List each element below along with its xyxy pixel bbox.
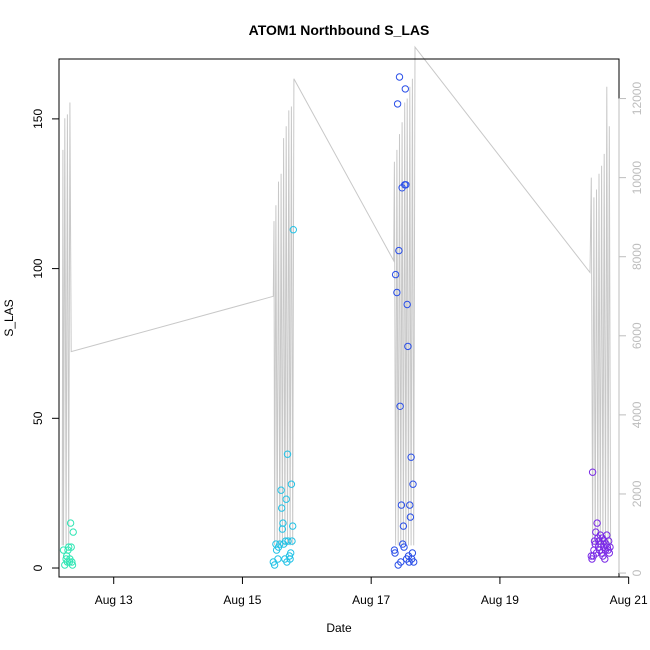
data-point (593, 519, 601, 527)
y2-tick-label: 4000 (630, 401, 644, 428)
data-point (391, 270, 400, 279)
data-point (393, 288, 401, 297)
y-tick-label: 150 (31, 109, 45, 129)
data-point (410, 558, 418, 566)
data-point (601, 555, 609, 563)
data-point (287, 549, 295, 557)
y2-tick-label: 0 (630, 569, 644, 576)
data-point (395, 73, 404, 81)
data-point (396, 402, 404, 410)
x-axis: Aug 13 Aug 15 Aug 17 Aug 19 Aug 21 (95, 576, 648, 607)
data-point (391, 549, 399, 557)
data-point (282, 495, 290, 503)
data-point (406, 513, 415, 521)
data-point (393, 100, 402, 108)
x-axis-title: Date (326, 621, 352, 635)
x-tick-label: Aug 21 (610, 593, 648, 607)
data-point (289, 522, 297, 530)
data-point (397, 558, 405, 566)
data-point (397, 501, 406, 509)
x-tick-label: Aug 15 (223, 593, 261, 607)
x-tick-label: Aug 19 (481, 593, 519, 607)
y2-tick-label: 8000 (630, 243, 644, 270)
data-point (68, 561, 77, 569)
plot-frame (58, 58, 620, 578)
data-point (395, 246, 403, 255)
data-point (407, 453, 415, 461)
data-point (284, 537, 292, 545)
y-tick-label: 0 (31, 564, 45, 571)
data-point (66, 519, 75, 527)
data-point (68, 558, 76, 566)
data-point (274, 555, 282, 563)
y-axis: 0 50 100 150 (31, 109, 60, 571)
secondary-series (61, 45, 612, 546)
secondary-series-line (61, 45, 612, 546)
y2-tick-label: 6000 (630, 322, 644, 349)
y2-tick-label: 2000 (630, 480, 644, 507)
data-point (401, 85, 409, 93)
data-point (399, 522, 408, 530)
data-point (69, 528, 77, 536)
data-point (67, 543, 75, 551)
data-point (279, 519, 287, 527)
x-tick-label: Aug 13 (95, 593, 133, 607)
data-point (278, 504, 286, 512)
data-point (390, 546, 399, 554)
data-point (65, 543, 73, 551)
data-point (277, 486, 285, 494)
data-point (402, 181, 410, 189)
x-tick-label: Aug 17 (352, 593, 390, 607)
data-point (408, 549, 417, 557)
y2-tick-label: 12000 (630, 82, 644, 116)
y2-tick-label: 10000 (630, 161, 644, 195)
data-point (400, 543, 408, 551)
data-point (276, 540, 284, 548)
data-point (283, 450, 292, 458)
data-point (289, 226, 297, 234)
points-layer (59, 73, 614, 569)
y2-axis: 0 2000 4000 6000 8000 10000 12000 (618, 82, 644, 576)
data-point (403, 300, 411, 309)
data-point (270, 561, 279, 569)
y-tick-label: 50 (31, 411, 45, 425)
y-tick-label: 100 (31, 258, 45, 278)
data-point (287, 480, 296, 488)
data-point (406, 501, 414, 509)
data-point (288, 537, 296, 545)
data-point (588, 468, 597, 476)
data-point (606, 543, 614, 551)
data-point (409, 480, 417, 488)
data-point (404, 342, 412, 351)
data-point (603, 531, 611, 539)
chart-title: ATOM1 Northbound S_LAS (249, 22, 430, 38)
y-axis-title: S_LAS (2, 299, 16, 336)
